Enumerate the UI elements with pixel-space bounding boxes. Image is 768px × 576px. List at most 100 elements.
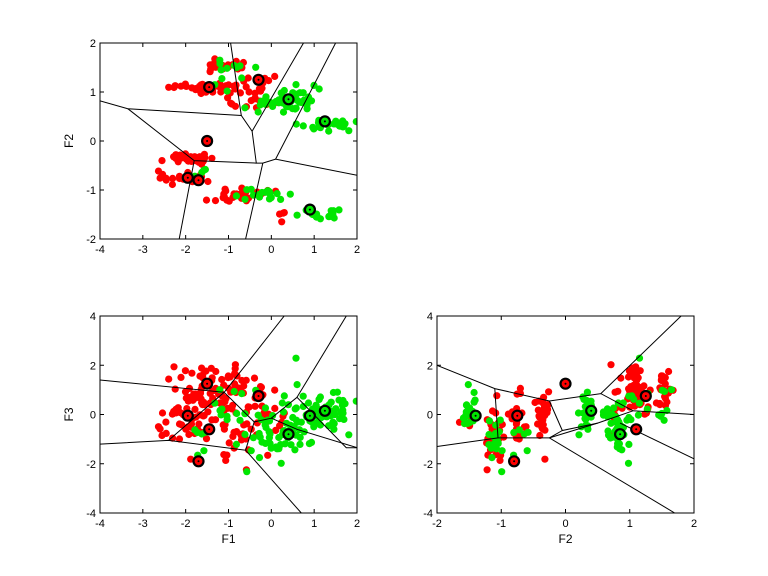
x-tick-label: -3 — [138, 518, 148, 530]
voronoi-boundary — [600, 316, 682, 394]
data-point-red — [165, 375, 173, 383]
data-point-green — [200, 447, 208, 455]
data-point-green — [498, 447, 506, 455]
data-point-green — [345, 431, 353, 439]
centroid-dot — [287, 433, 290, 436]
data-point-red — [492, 409, 500, 417]
data-point-red — [539, 416, 547, 424]
data-point-green — [488, 454, 496, 462]
data-point-red — [220, 190, 228, 198]
data-point-red — [624, 373, 633, 381]
data-point-red — [483, 466, 491, 474]
data-point-red — [247, 97, 255, 105]
x-tick-label: -4 — [95, 244, 105, 256]
centroid-dot — [474, 414, 477, 417]
data-point-red — [169, 434, 177, 442]
y-tick-label: 4 — [90, 311, 96, 323]
data-point-green — [329, 388, 337, 397]
data-point-red — [158, 157, 166, 165]
data-point-red — [198, 160, 206, 168]
centroid-dot — [590, 409, 593, 412]
data-point-red — [629, 364, 637, 372]
data-point-green — [299, 122, 307, 130]
data-point-green — [490, 434, 498, 442]
y-axis-label: F2 — [62, 134, 76, 148]
data-point-green — [303, 99, 311, 107]
data-point-red — [244, 403, 252, 411]
centroid-dot — [186, 176, 189, 179]
centroid-dot — [197, 460, 200, 463]
data-point-green — [599, 411, 608, 419]
data-point-green — [341, 400, 349, 408]
data-point-green — [325, 212, 333, 220]
data-point-green — [238, 74, 246, 82]
data-point-red — [181, 367, 189, 375]
data-point-red — [162, 418, 170, 426]
data-point-green — [299, 89, 307, 97]
plot-area — [100, 43, 357, 239]
data-point-green — [303, 105, 311, 113]
x-tick-label: -2 — [432, 518, 442, 530]
data-point-red — [228, 100, 236, 108]
data-point-red — [626, 403, 634, 411]
data-point-green — [273, 190, 281, 198]
data-point-red — [250, 374, 259, 382]
data-point-red — [175, 174, 184, 183]
data-point-green — [232, 440, 240, 448]
data-point-red — [175, 420, 184, 428]
data-point-red — [217, 88, 225, 96]
data-point-red — [255, 85, 263, 93]
x-tick-label: -3 — [138, 244, 148, 256]
voronoi-boundary — [100, 421, 255, 451]
data-point-green — [487, 444, 495, 452]
y-tick-label: 0 — [90, 136, 96, 148]
data-point-red — [225, 197, 233, 205]
data-point-red — [201, 154, 209, 162]
data-point-red — [169, 174, 177, 182]
data-point-red — [202, 196, 211, 204]
data-point-green — [255, 190, 263, 199]
data-point-green — [304, 399, 313, 407]
x-tick-label: -2 — [181, 244, 191, 256]
centroid-dot — [619, 433, 622, 436]
data-point-green — [223, 412, 231, 420]
data-point-green — [289, 413, 297, 422]
data-point-green — [269, 102, 277, 110]
data-point-red — [204, 408, 212, 416]
centroid-dot — [323, 120, 326, 123]
y-tick-label: -2 — [86, 234, 96, 246]
centroid-dot — [323, 409, 326, 412]
data-point-red — [516, 384, 525, 392]
data-point-red — [245, 88, 253, 96]
data-point-red — [531, 398, 539, 407]
data-point-red — [175, 435, 184, 443]
data-point-red — [271, 404, 279, 412]
data-point-red — [264, 451, 272, 459]
data-point-green — [292, 404, 300, 412]
voronoi-boundary — [271, 417, 357, 449]
data-point-green — [329, 207, 337, 215]
data-point-green — [610, 404, 618, 412]
data-point-red — [202, 435, 211, 443]
data-point-green — [233, 409, 241, 418]
data-point-green — [340, 415, 348, 423]
data-point-red — [195, 420, 203, 428]
data-point-green — [280, 86, 288, 95]
centroid-dot — [206, 140, 209, 142]
data-point-green — [293, 381, 301, 389]
data-point-red — [208, 154, 216, 162]
plot-content — [100, 316, 357, 513]
x-tick-label: 2 — [354, 244, 360, 256]
centroid-dot — [564, 382, 567, 385]
x-axis-label: F2 — [558, 532, 572, 546]
data-point-green — [345, 127, 353, 135]
data-point-green — [230, 387, 238, 396]
plot-content — [100, 43, 357, 239]
x-tick-label: -1 — [224, 518, 234, 530]
data-point-red — [656, 401, 664, 409]
data-point-green — [299, 392, 307, 400]
plot-content — [437, 316, 694, 513]
data-point-red — [226, 373, 234, 381]
data-point-green — [510, 428, 518, 437]
